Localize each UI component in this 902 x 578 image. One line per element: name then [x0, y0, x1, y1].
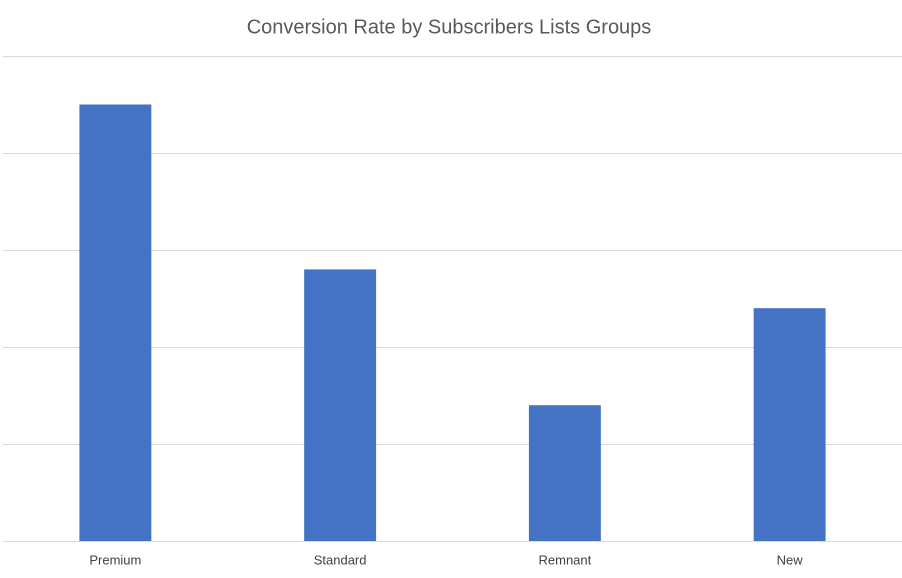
bar: [753, 308, 826, 541]
bar: [304, 269, 377, 541]
x-tick-label: Remnant: [539, 552, 592, 567]
bar: [528, 405, 601, 541]
x-tick-label: Standard: [314, 552, 367, 567]
bar: [79, 104, 152, 541]
x-tick-label: Premium: [89, 552, 141, 567]
x-tick-label: New: [777, 552, 804, 567]
chart-title: Conversion Rate by Subscribers Lists Gro…: [247, 16, 652, 38]
